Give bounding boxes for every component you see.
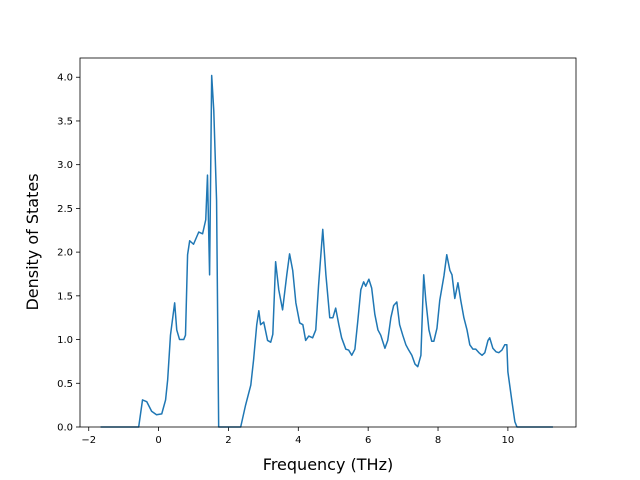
y-tick-label: 4.0 xyxy=(57,73,73,84)
y-axis-label: Density of States xyxy=(23,173,42,310)
y-tick-label: 3.5 xyxy=(57,116,73,127)
x-tick-label: 2 xyxy=(225,435,231,446)
data-line xyxy=(100,74,553,428)
x-tick-label: 10 xyxy=(502,435,515,446)
y-tick-label: 2.0 xyxy=(57,248,73,259)
x-tick-label: 4 xyxy=(295,435,301,446)
x-tick-label: −2 xyxy=(81,435,96,446)
x-axis-label: Frequency (THz) xyxy=(263,455,393,474)
y-tick-label: 0.5 xyxy=(57,379,73,390)
x-tick-label: 8 xyxy=(435,435,441,446)
y-tick-label: 0.0 xyxy=(57,423,73,434)
x-tick-label: 0 xyxy=(155,435,161,446)
y-tick-label: 2.5 xyxy=(57,204,73,215)
y-tick-label: 1.5 xyxy=(57,291,73,302)
y-tick-label: 3.0 xyxy=(57,160,73,171)
y-tick-label: 1.0 xyxy=(57,335,73,346)
x-tick-label: 6 xyxy=(365,435,371,446)
plot-frame xyxy=(79,57,577,428)
